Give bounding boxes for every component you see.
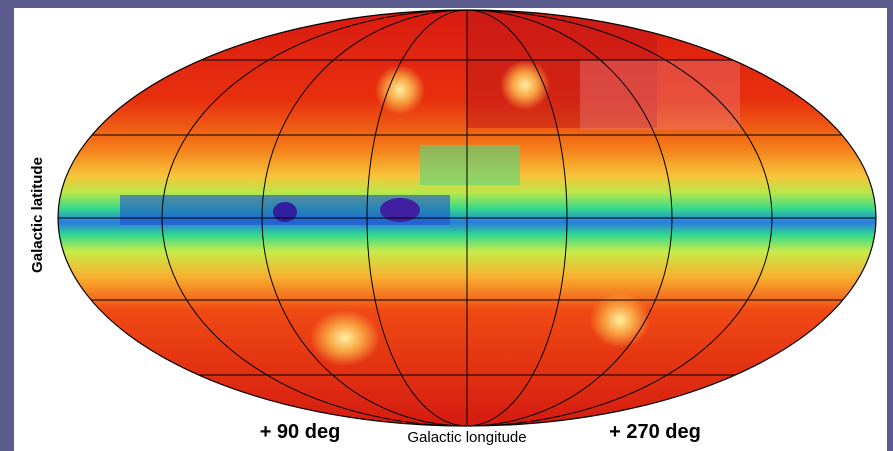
left-longitude-label: + 90 deg [260, 421, 341, 443]
page: Galactic latitude + 90 deg Galactic long… [0, 0, 893, 451]
sky-map-figure: Galactic latitude + 90 deg Galactic long… [0, 0, 893, 451]
x-axis-label: Galactic longitude [407, 429, 526, 446]
right-longitude-label: + 270 deg [609, 421, 701, 443]
y-axis-label: Galactic latitude [29, 157, 46, 273]
